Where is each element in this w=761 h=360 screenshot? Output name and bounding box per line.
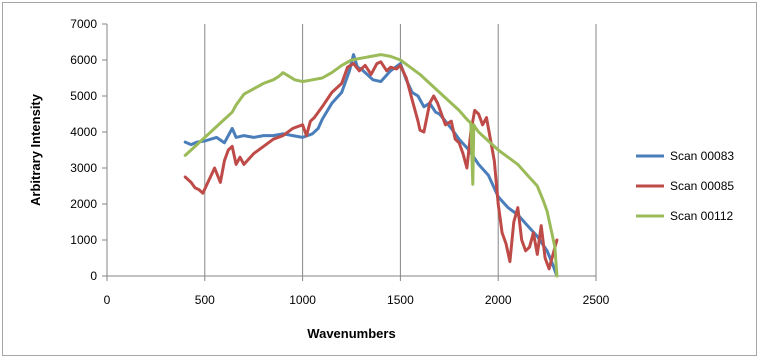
x-axis-title: Wavenumbers xyxy=(307,326,395,341)
y-tick-label-0: 0 xyxy=(90,269,97,283)
y-tick-label-4000: 4000 xyxy=(70,125,97,139)
y-tick-labels: 0 1000 2000 3000 4000 5000 6000 7000 xyxy=(70,17,97,283)
y-tick-label-2000: 2000 xyxy=(70,197,97,211)
x-tick-label-1500: 1500 xyxy=(387,293,414,307)
legend-label-2: Scan 00085 xyxy=(670,179,734,193)
series-group xyxy=(183,53,559,278)
series-line-1 xyxy=(183,53,559,278)
x-tick-label-0: 0 xyxy=(104,293,111,307)
legend: Scan 00083 Scan 00085 Scan 00112 xyxy=(636,149,734,223)
y-tick-label-6000: 6000 xyxy=(70,53,97,67)
y-tick-label-5000: 5000 xyxy=(70,89,97,103)
y-tick-label-7000: 7000 xyxy=(70,17,97,31)
x-tick-label-500: 500 xyxy=(195,293,215,307)
series-line-3 xyxy=(183,53,559,278)
legend-label-3: Scan 00112 xyxy=(670,209,733,223)
y-axis-title: Arbitrary Intensity xyxy=(28,93,43,206)
y-tick-label-3000: 3000 xyxy=(70,161,97,175)
x-tick-label-2500: 2500 xyxy=(583,293,610,307)
legend-label-1: Scan 00083 xyxy=(670,149,734,163)
x-tick-label-1000: 1000 xyxy=(289,293,316,307)
series-line-2 xyxy=(183,60,559,271)
axes xyxy=(102,23,597,281)
x-tick-label-2000: 2000 xyxy=(485,293,512,307)
x-tick-labels: 0 500 1000 1500 2000 2500 xyxy=(104,293,610,307)
y-tick-label-1000: 1000 xyxy=(70,233,97,247)
